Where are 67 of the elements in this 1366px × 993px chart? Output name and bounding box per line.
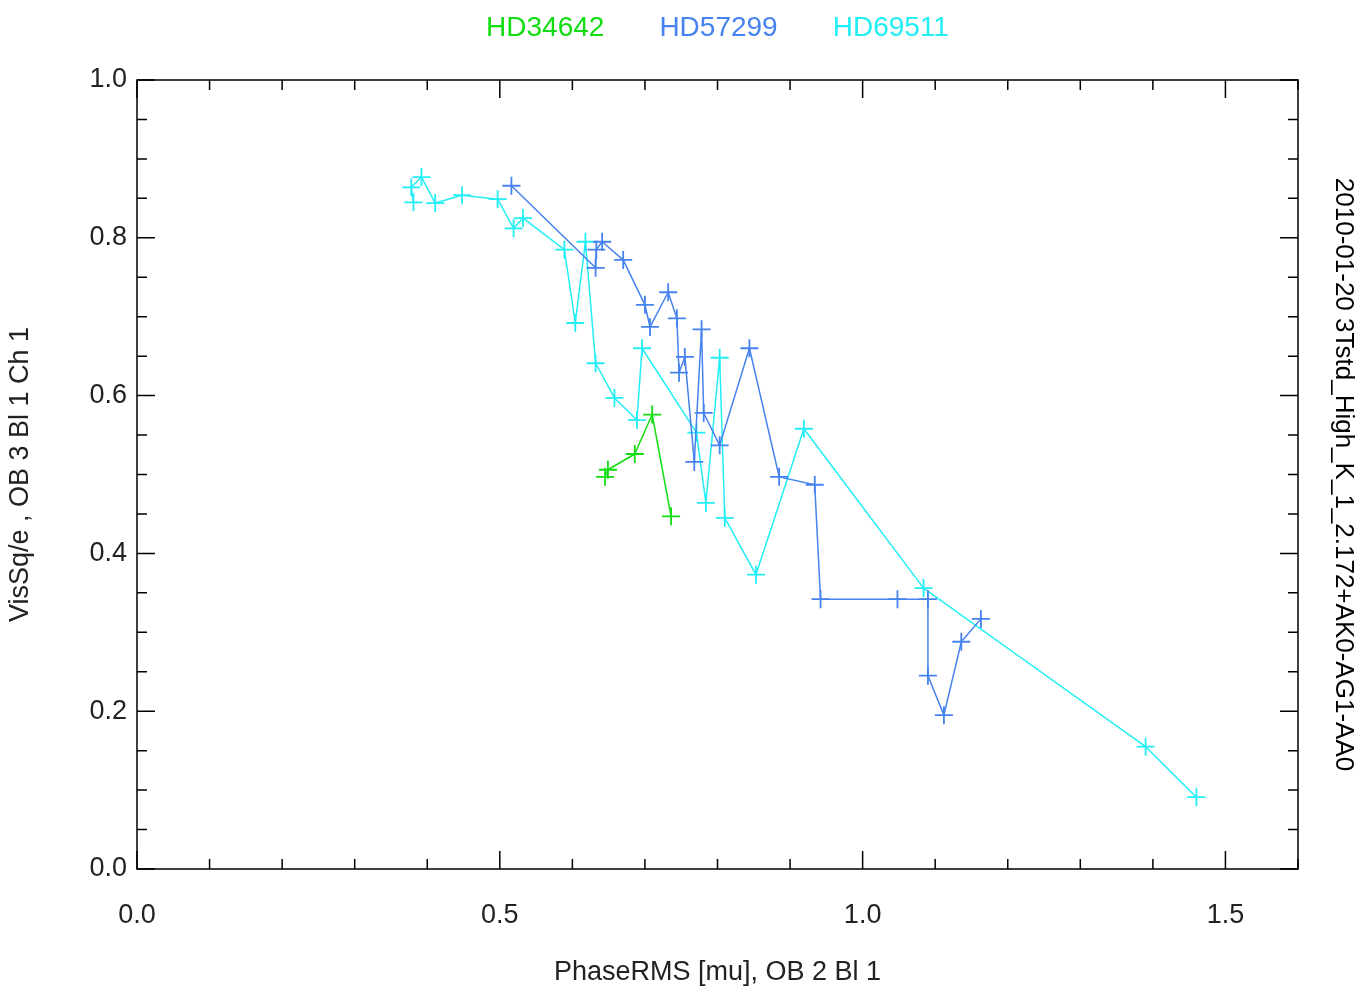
text: HD34642 bbox=[486, 10, 605, 42]
point bbox=[658, 282, 679, 303]
x-tick-label: 1.0 bbox=[843, 898, 882, 929]
point bbox=[592, 231, 613, 252]
x-tick-label: 0.0 bbox=[118, 898, 156, 929]
point bbox=[411, 167, 432, 187]
point bbox=[666, 308, 687, 329]
text: 2010-01-20 3Tstd_High_K_1_2.172+AK0-AG1-AA0 bbox=[1329, 177, 1360, 772]
point bbox=[401, 177, 422, 198]
text: HD57299 bbox=[659, 10, 778, 42]
point bbox=[575, 231, 596, 252]
point bbox=[661, 506, 681, 527]
point bbox=[674, 347, 695, 367]
point bbox=[627, 410, 647, 430]
point bbox=[595, 466, 615, 487]
point bbox=[452, 185, 472, 206]
y-tick-label: 0.6 bbox=[89, 379, 127, 410]
y-tick-label: 0.8 bbox=[89, 221, 127, 252]
y-tick-label: 1.0 bbox=[89, 63, 127, 94]
point bbox=[918, 665, 938, 686]
point bbox=[951, 631, 972, 652]
point bbox=[585, 257, 606, 278]
point bbox=[501, 175, 522, 196]
point bbox=[934, 705, 954, 726]
point bbox=[695, 493, 716, 513]
point bbox=[709, 435, 730, 456]
point bbox=[585, 353, 606, 374]
point bbox=[913, 578, 934, 599]
point bbox=[714, 508, 735, 528]
point bbox=[693, 403, 714, 423]
point bbox=[624, 444, 645, 464]
point bbox=[487, 189, 508, 210]
point bbox=[403, 192, 424, 213]
point bbox=[684, 451, 705, 472]
y-tick-label: 0.0 bbox=[89, 852, 127, 883]
point bbox=[554, 239, 575, 260]
x-axis-title: PhaseRMS [mu], OB 2 Bl 1 bbox=[553, 956, 882, 987]
x-tick-label: 0.5 bbox=[481, 898, 519, 929]
point bbox=[513, 208, 533, 228]
point bbox=[709, 347, 730, 368]
point bbox=[804, 474, 825, 495]
point bbox=[691, 319, 712, 340]
point bbox=[810, 589, 831, 610]
point bbox=[971, 608, 991, 629]
point bbox=[613, 249, 634, 270]
point bbox=[1135, 736, 1156, 757]
point bbox=[746, 564, 766, 585]
y-tick-label: 0.4 bbox=[89, 536, 127, 567]
point bbox=[887, 589, 908, 610]
point bbox=[425, 193, 446, 213]
point bbox=[635, 294, 655, 315]
point bbox=[918, 589, 938, 610]
point bbox=[565, 313, 586, 333]
point bbox=[669, 362, 689, 383]
point bbox=[769, 466, 790, 487]
point bbox=[793, 418, 814, 439]
point bbox=[739, 338, 760, 359]
point bbox=[640, 317, 660, 337]
y-axis-title: VisSq/e , OB 3 Bl 1 Ch 1 bbox=[3, 326, 34, 623]
x-tick-label: 1.5 bbox=[1206, 898, 1245, 929]
point bbox=[1186, 787, 1207, 808]
point bbox=[642, 404, 663, 425]
point bbox=[503, 218, 524, 239]
y-tick-label: 0.2 bbox=[89, 694, 127, 725]
point bbox=[604, 388, 625, 408]
text: HD69511 bbox=[832, 10, 949, 42]
point bbox=[632, 338, 652, 359]
